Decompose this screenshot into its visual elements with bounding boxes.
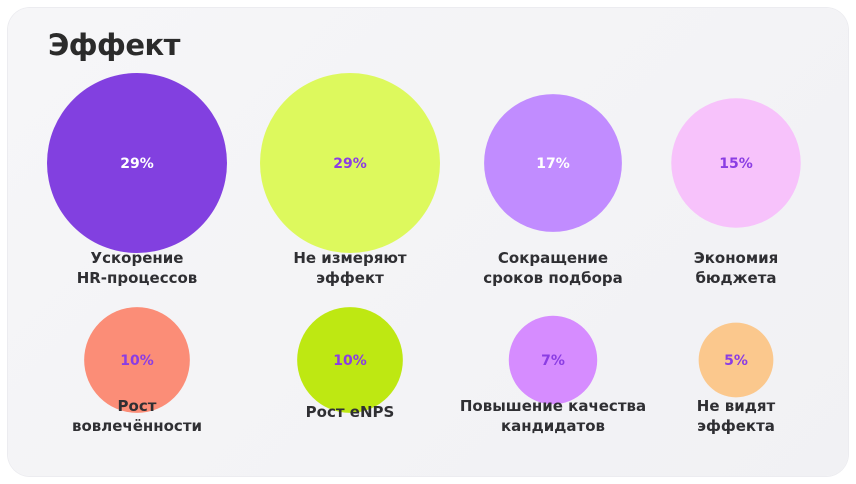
category-label: Не измеряют — [293, 249, 407, 267]
bubble-value-label: 29% — [333, 156, 367, 172]
category-label: Рост — [118, 397, 157, 415]
bubble-value-label: 15% — [719, 156, 753, 172]
category-label: Экономия — [694, 249, 779, 267]
category-label: HR-процессов — [77, 269, 198, 287]
bubble — [84, 307, 190, 413]
bubble-item: 5% Не видят эффекта — [697, 322, 776, 435]
bubble-value-label: 7% — [541, 353, 565, 369]
category-label: кандидатов — [501, 417, 605, 435]
category-label: эффекта — [697, 417, 775, 435]
bubble — [508, 315, 598, 405]
bubble-value-label: 5% — [724, 353, 748, 369]
bubble-item: 15% Экономия бюджета — [671, 98, 801, 287]
bubble — [47, 73, 227, 253]
chart-title: Эффект — [48, 28, 181, 62]
bubble-item: 17% Сокращение сроков подбора — [483, 94, 623, 287]
category-label: эффект — [316, 269, 384, 287]
bubble-value-label: 17% — [536, 156, 570, 172]
category-label: Рост eNPS — [306, 403, 395, 421]
bubble-item: 10% Рост вовлечённости — [72, 307, 202, 435]
bubble — [484, 94, 622, 232]
bubble — [297, 307, 403, 413]
category-label: бюджета — [695, 269, 776, 287]
category-label: Ускорение — [91, 249, 184, 267]
category-label: Сокращение — [498, 249, 608, 267]
bubble-item: 7% Повышение качества кандидатов — [460, 315, 646, 435]
bubble-item: 29% Ускорение HR-процессов — [47, 73, 227, 287]
bubble-value-label: 29% — [120, 156, 154, 172]
bubble-item: 29% Не измеряют эффект — [260, 73, 440, 287]
category-label: Повышение качества — [460, 397, 646, 415]
bubble — [260, 73, 440, 253]
category-label: Не видят — [697, 397, 776, 415]
bubble — [671, 98, 801, 228]
bubble — [698, 322, 774, 398]
category-label: сроков подбора — [483, 269, 623, 287]
category-label: вовлечённости — [72, 417, 202, 435]
bubble-value-label: 10% — [120, 353, 154, 369]
bubble-item: 10% Рост eNPS — [297, 307, 403, 421]
bubble-value-label: 10% — [333, 353, 367, 369]
